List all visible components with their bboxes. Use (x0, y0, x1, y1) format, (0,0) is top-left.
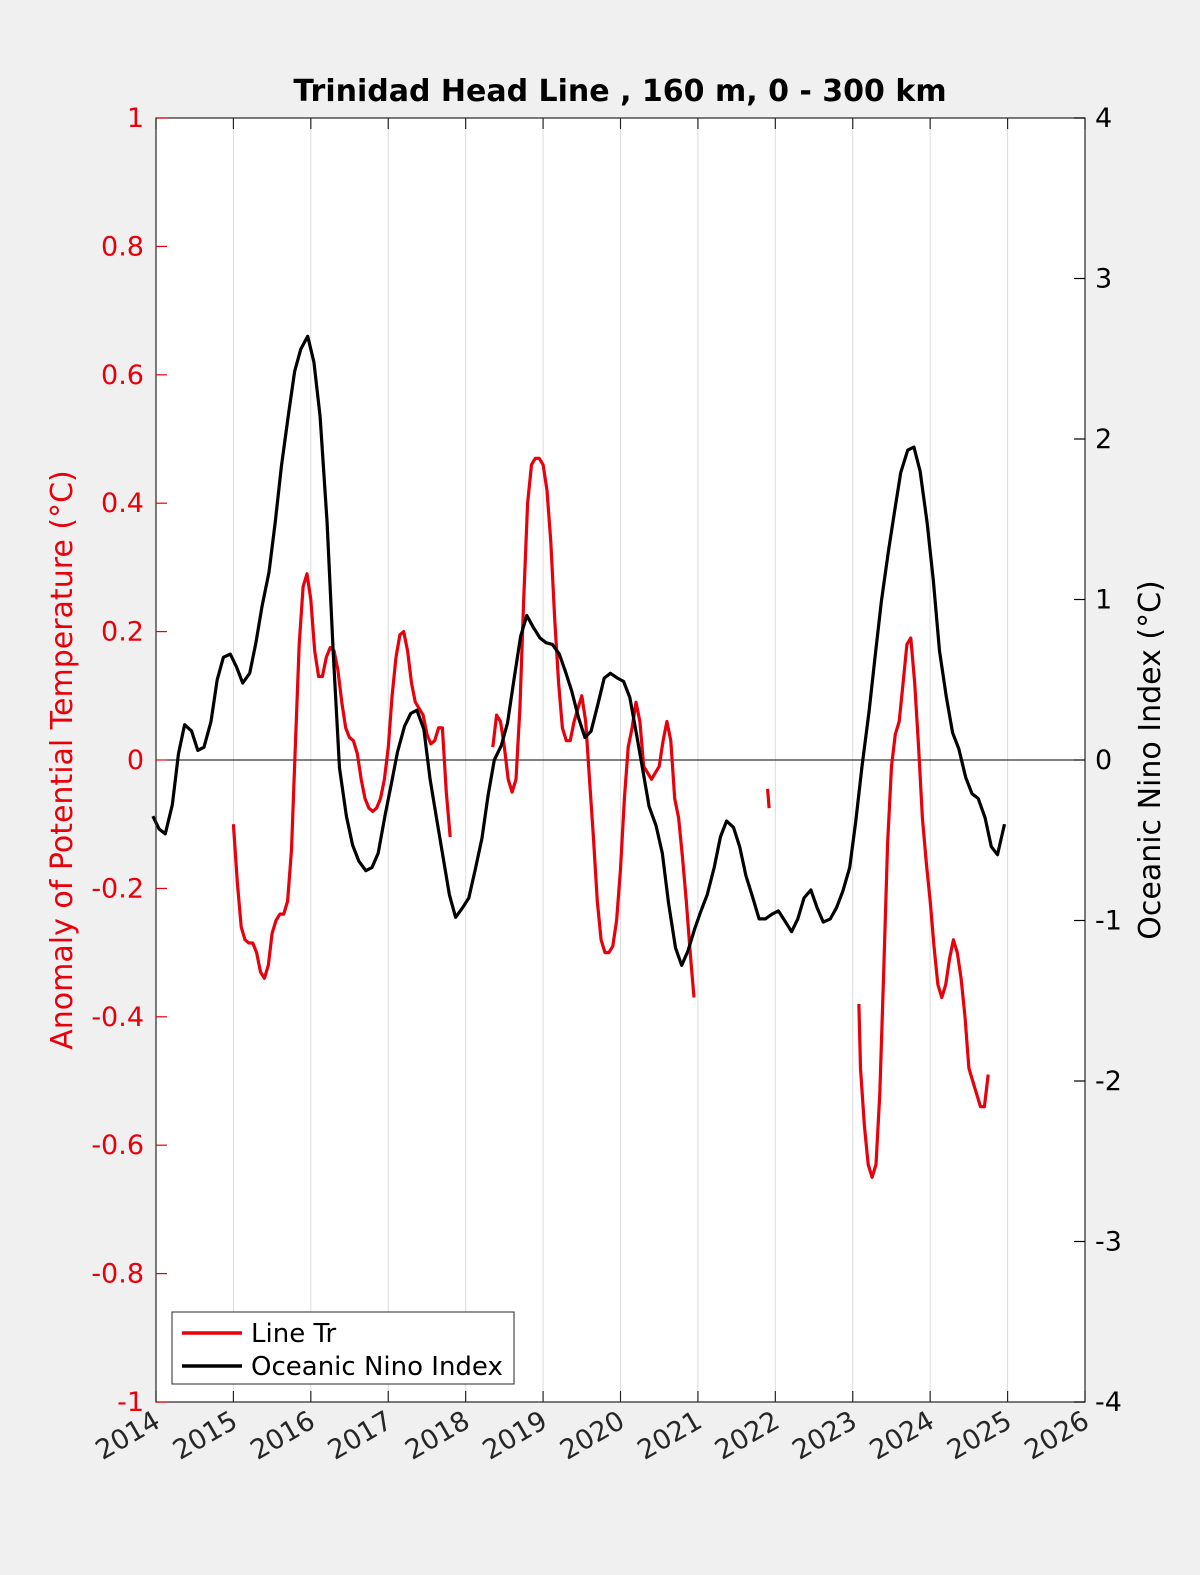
series-line-tr-segment-0 (231, 572, 452, 980)
left-tick-label: -0.2 (91, 873, 144, 904)
legend-label-oni: Oceanic Nino Index (251, 1352, 503, 1382)
right-tick-label: -1 (1095, 906, 1122, 937)
legend-box (171, 1311, 515, 1385)
right-tick-label: 4 (1095, 103, 1112, 134)
left-tick-label: 0.8 (101, 231, 144, 262)
left-tick-label: 0.6 (101, 360, 144, 391)
left-tick-label: 0 (127, 745, 144, 776)
right-axis: 4 3 2 1 0 -1 -2 -3 -4 (1074, 103, 1122, 1418)
right-tick-label: 1 (1095, 585, 1112, 616)
left-tick-label: 0.4 (101, 488, 144, 519)
left-tick-label: 1 (127, 103, 144, 134)
chart-title: Trinidad Head Line , 160 m, 0 - 300 km (293, 74, 946, 109)
left-axis: 1 0.8 0.6 0.4 0.2 0 -0.2 -0.4 -0.6 -0.8 -1 (91, 103, 167, 1418)
left-tick-label: -0.8 (91, 1259, 144, 1290)
series-line-tr-segment-3 (857, 636, 990, 1179)
series-layer (151, 334, 1007, 1179)
series-oceanic-nino-index-segment-0 (151, 334, 1007, 967)
series-line-tr-segment-2 (766, 788, 771, 809)
left-tick-label: 0.2 (101, 617, 144, 648)
right-axis-label: Oceanic Nino Index (°C) (1133, 580, 1168, 940)
left-tick-label: -0.6 (91, 1130, 144, 1161)
right-tick-label: 0 (1095, 745, 1112, 776)
left-tick-label: -1 (117, 1387, 144, 1418)
left-axis-label: Anomaly of Potential Temperature (°C) (45, 470, 80, 1049)
left-tick-label: -0.4 (91, 1002, 144, 1033)
right-tick-label: -4 (1095, 1387, 1122, 1418)
legend-label-line-tr: Line Tr (251, 1319, 337, 1349)
series-line-tr-segment-1 (491, 456, 696, 998)
legend: Line Tr Oceanic Nino Index (171, 1311, 515, 1385)
right-tick-label: 3 (1095, 264, 1112, 295)
right-tick-label: -2 (1095, 1066, 1122, 1097)
right-tick-label: -3 (1095, 1227, 1122, 1258)
right-tick-label: 2 (1095, 424, 1112, 455)
